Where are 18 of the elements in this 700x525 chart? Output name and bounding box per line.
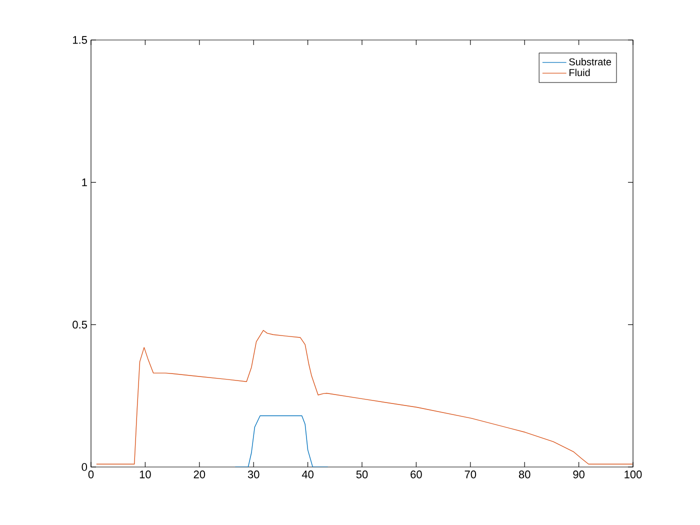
x-tick-label: 40: [302, 470, 314, 478]
x-tick-label: 100: [624, 470, 642, 478]
y-tick-label: 0.5: [72, 320, 87, 329]
x-tick-label: 0: [88, 470, 94, 478]
x-tick-label: 50: [356, 470, 368, 478]
x-tick-label: 20: [194, 470, 206, 478]
x-tick-label: 80: [518, 470, 530, 478]
y-tick-label: 1: [82, 178, 87, 186]
x-tick-label: 60: [410, 470, 422, 478]
x-tick-label: 90: [573, 470, 584, 478]
legend-label: Substrate: [569, 58, 612, 66]
y-tick-label: 1.5: [73, 36, 87, 44]
x-tick-label: 70: [464, 470, 476, 478]
x-tick-label: 30: [248, 470, 260, 478]
y-tick-label: 0: [82, 463, 88, 471]
line-series: [96, 330, 633, 464]
x-tick-label: 10: [140, 470, 151, 478]
legend-label: Fluid: [570, 68, 590, 76]
